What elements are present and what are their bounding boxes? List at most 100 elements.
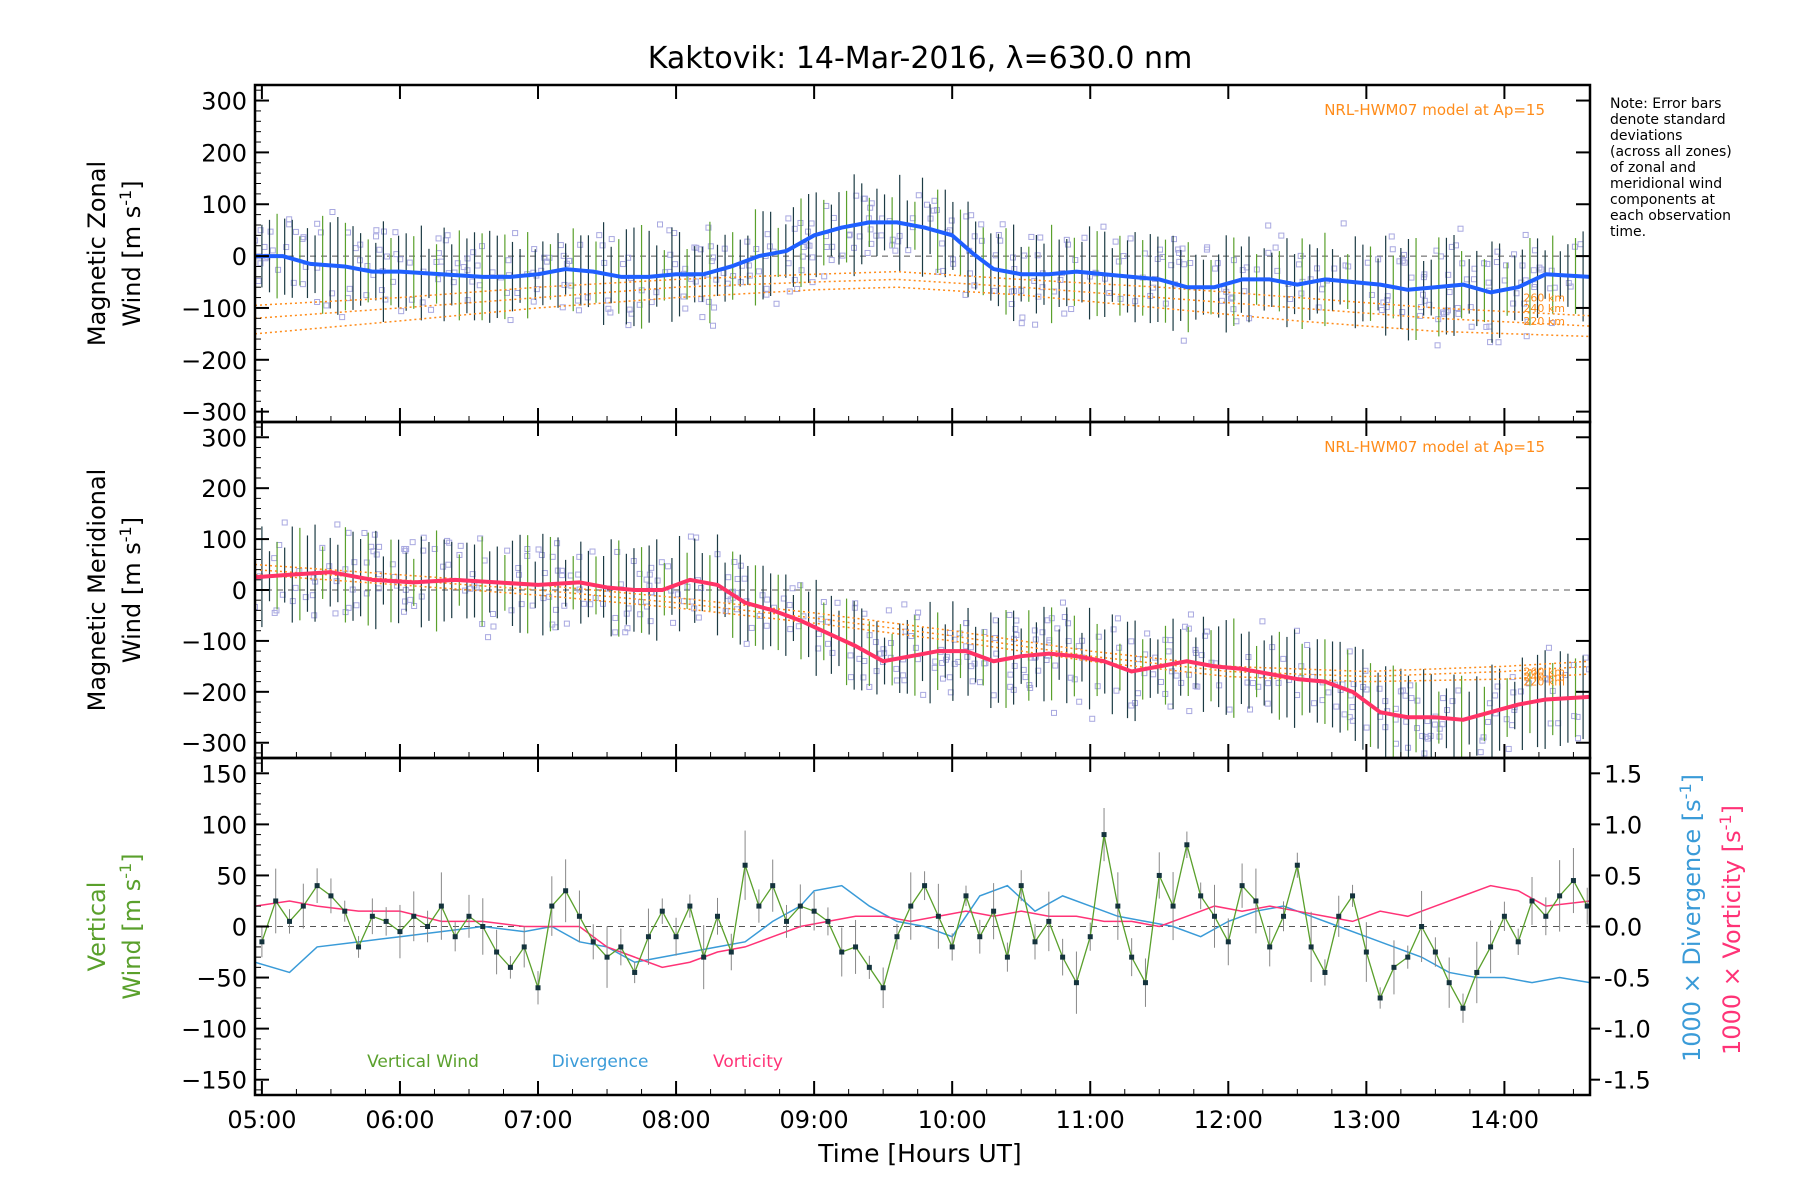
scatter-point bbox=[508, 607, 515, 614]
scatter-point bbox=[409, 539, 416, 546]
scatter-point bbox=[1008, 301, 1015, 308]
scatter-point bbox=[269, 247, 276, 254]
vertical-wind-point bbox=[1432, 949, 1438, 955]
scatter-point bbox=[1007, 683, 1014, 690]
scatter-point bbox=[397, 256, 404, 263]
scatter-point bbox=[1388, 233, 1395, 240]
scatter-point bbox=[271, 609, 278, 616]
y-tick-label: 200 bbox=[201, 139, 247, 167]
vertical-wind-point bbox=[1460, 1005, 1466, 1011]
vertical-wind-point bbox=[1087, 934, 1093, 940]
vertical-wind-point bbox=[991, 908, 997, 914]
scatter-point bbox=[1383, 304, 1390, 311]
scatter-point bbox=[485, 634, 492, 641]
scatter-point bbox=[607, 309, 614, 316]
scatter-point bbox=[576, 553, 583, 560]
scatter-point bbox=[1039, 284, 1046, 291]
note-line: Note: Error bars bbox=[1610, 96, 1721, 112]
scatter-point bbox=[300, 234, 307, 241]
scatter-point bbox=[419, 299, 426, 306]
scatter-point bbox=[363, 292, 370, 299]
x-tick-label: 08:00 bbox=[641, 1106, 710, 1134]
scatter-point bbox=[378, 287, 385, 294]
mean-line bbox=[255, 220, 1590, 295]
vertical-wind-point bbox=[369, 913, 375, 919]
scatter-point bbox=[504, 547, 511, 554]
scatter-point bbox=[356, 257, 363, 264]
scatter-point bbox=[1168, 262, 1175, 269]
scatter-point bbox=[408, 296, 415, 303]
scatter-point bbox=[1272, 244, 1279, 251]
y2-tick-label: -0.5 bbox=[1604, 965, 1651, 993]
scatter-point bbox=[383, 253, 390, 260]
scatter-point bbox=[867, 204, 874, 211]
scatter-point bbox=[1050, 709, 1057, 716]
vertical-wind-point bbox=[521, 944, 527, 950]
y-tick-label: 0 bbox=[232, 243, 247, 271]
y-axis-label-sup: -1 bbox=[116, 526, 135, 542]
scatter-point bbox=[823, 202, 830, 209]
y2-tick-label: -1.5 bbox=[1604, 1067, 1651, 1095]
note-line: denote standard bbox=[1610, 112, 1726, 128]
scatter-point bbox=[271, 555, 278, 562]
scatter-point bbox=[1433, 247, 1440, 254]
scatter-point bbox=[1028, 233, 1035, 240]
scatter-point bbox=[1545, 644, 1552, 651]
scatter-point bbox=[763, 285, 770, 292]
model-line bbox=[255, 563, 1590, 673]
scatter-point bbox=[601, 259, 608, 266]
scatter-point bbox=[363, 559, 370, 566]
scatter-point bbox=[737, 562, 744, 569]
y-tick-label: −100 bbox=[181, 1016, 247, 1044]
scatter-point bbox=[992, 617, 999, 624]
scatter-point bbox=[435, 235, 442, 242]
y-tick-label: 150 bbox=[201, 760, 247, 788]
scatter-point bbox=[1187, 611, 1194, 618]
scatter-point bbox=[1013, 617, 1020, 624]
scatter-point bbox=[1548, 267, 1555, 274]
scatter-point bbox=[339, 314, 346, 321]
scatter-point bbox=[1510, 300, 1517, 307]
y-tick-label: −50 bbox=[196, 965, 247, 993]
note-line: meridional wind bbox=[1610, 176, 1722, 192]
scatter-point bbox=[1294, 692, 1301, 699]
scatter-point bbox=[887, 640, 894, 647]
scatter-point bbox=[1176, 249, 1183, 256]
scatter-point bbox=[1530, 267, 1537, 274]
scatter-point bbox=[505, 257, 512, 264]
scatter-point bbox=[345, 229, 352, 236]
scatter-point bbox=[283, 244, 290, 251]
vertical-wind-point bbox=[935, 913, 941, 919]
scatter-point bbox=[345, 604, 352, 611]
scatter-point bbox=[1392, 740, 1399, 747]
scatter-point bbox=[861, 657, 868, 664]
scatter-point bbox=[512, 230, 519, 237]
scatter-point bbox=[923, 201, 930, 208]
scatter-point bbox=[625, 254, 632, 261]
scatter-point bbox=[1095, 633, 1102, 640]
scatter-point bbox=[1333, 703, 1340, 710]
scatter-point bbox=[1399, 309, 1406, 316]
vertical-wind-point bbox=[466, 913, 472, 919]
vertical-wind-point bbox=[314, 883, 320, 889]
scatter-point bbox=[935, 268, 942, 275]
y2-tick-label: 1.0 bbox=[1604, 811, 1642, 839]
scatter-point bbox=[1493, 259, 1500, 266]
scatter-point bbox=[1239, 267, 1246, 274]
scatter-point bbox=[1214, 260, 1221, 267]
scatter-point bbox=[956, 630, 963, 637]
scatter-point bbox=[531, 246, 538, 253]
scatter-point bbox=[1275, 679, 1282, 686]
scatter-point bbox=[654, 577, 661, 584]
scatter-point bbox=[1384, 296, 1391, 303]
scatter-point bbox=[1128, 638, 1135, 645]
scatter-point bbox=[705, 298, 712, 305]
scatter-point bbox=[317, 229, 324, 236]
vertical-wind-point bbox=[839, 949, 845, 955]
scatter-point bbox=[286, 216, 293, 223]
y-tick-label: 100 bbox=[201, 526, 247, 554]
scatter-point bbox=[867, 226, 874, 233]
scatter-point bbox=[464, 297, 471, 304]
vertical-wind-point bbox=[397, 929, 403, 935]
